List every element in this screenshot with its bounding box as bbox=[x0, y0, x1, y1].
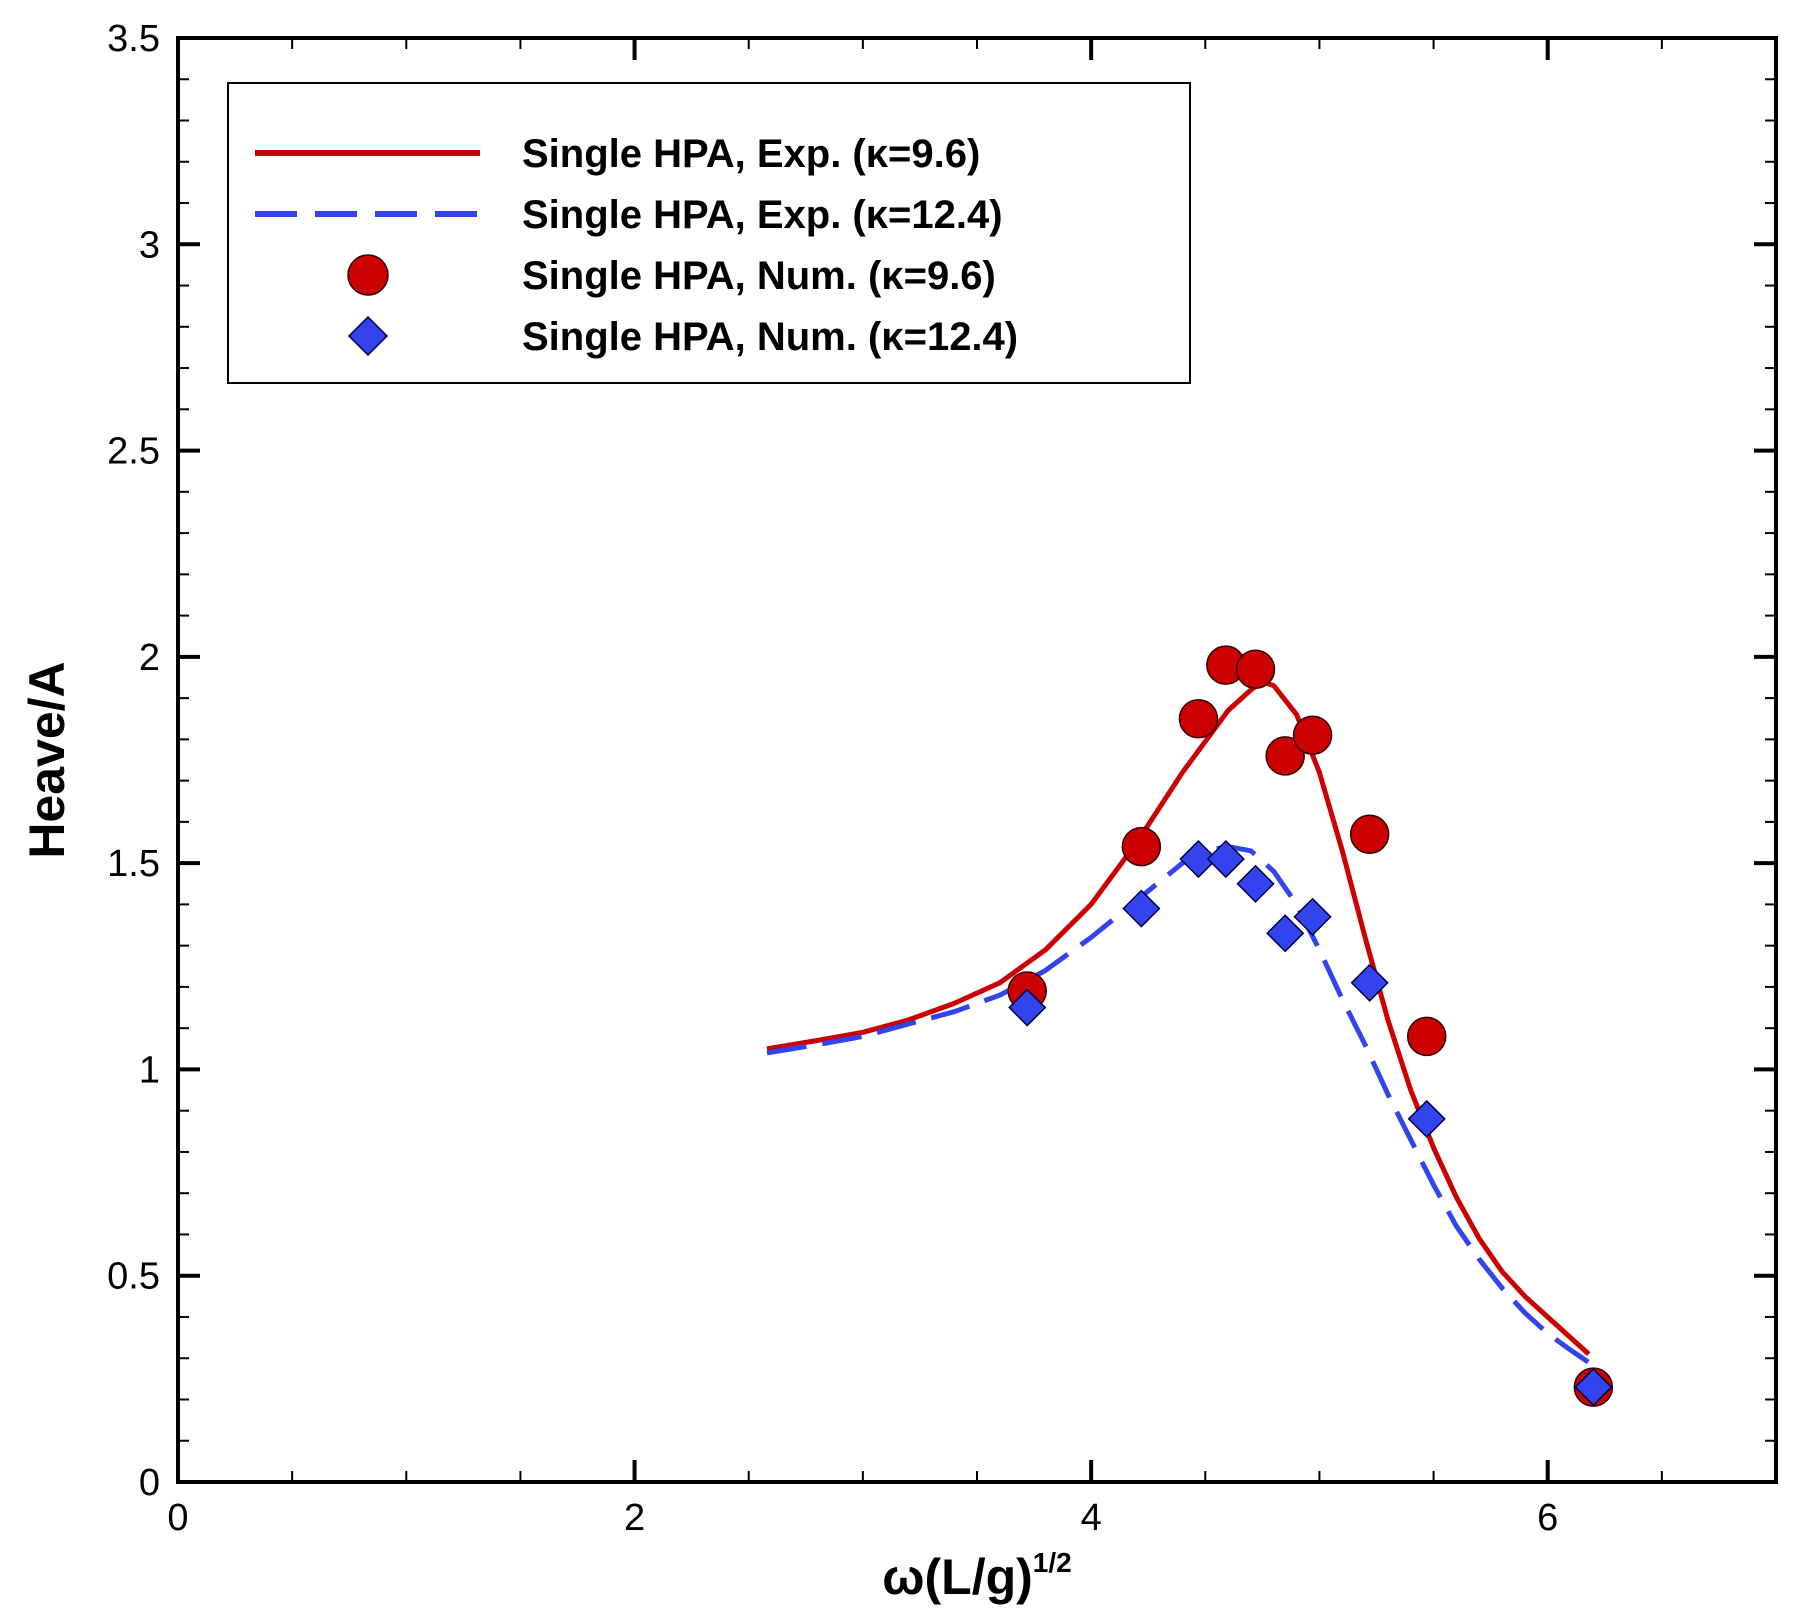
x-tick-label: 0 bbox=[167, 1497, 188, 1539]
series-layer bbox=[766, 645, 1614, 1407]
x-tick-label: 6 bbox=[1537, 1497, 1558, 1539]
num-kappa-12-4-point bbox=[1236, 864, 1275, 903]
num-kappa-12-4-point bbox=[1266, 914, 1305, 953]
plot-frame bbox=[176, 36, 1778, 1484]
num-kappa-9-6-point bbox=[1406, 1016, 1447, 1057]
num-kappa-9-6-point bbox=[1121, 826, 1162, 867]
num-kappa-9-6-point bbox=[1292, 715, 1333, 755]
x-tick-label: 4 bbox=[1081, 1497, 1102, 1539]
y-tick-label: 2.5 bbox=[107, 431, 160, 473]
num-kappa-12-4-point bbox=[1574, 1368, 1613, 1407]
legend: Single HPA, Exp. (κ=9.6) Single HPA, Exp… bbox=[227, 82, 1191, 384]
x-tick-label: 2 bbox=[624, 1497, 645, 1539]
y-tick-label: 0 bbox=[139, 1462, 160, 1504]
y-tick-label: 2 bbox=[139, 637, 160, 679]
y-tick-label: 3 bbox=[139, 224, 160, 266]
legend-swatch-num-kappa-9-6 bbox=[347, 254, 389, 296]
num-kappa-12-4-point bbox=[1122, 889, 1161, 928]
y-tick-label: 0.5 bbox=[107, 1256, 160, 1298]
legend-label-num-kappa-12-4: Single HPA, Num. (κ=12.4) bbox=[522, 315, 1018, 359]
exp-kappa-12-4-line bbox=[766, 844, 1591, 1365]
legend-label-exp-kappa-9-6: Single HPA, Exp. (κ=9.6) bbox=[522, 132, 980, 176]
x-axis-title-main: ω(L/g) bbox=[882, 1549, 1033, 1605]
x-axis-title: ω(L/g)1/2 bbox=[882, 1547, 1071, 1605]
exp-kappa-9-6-line bbox=[766, 679, 1591, 1356]
legend-box bbox=[227, 82, 1191, 384]
num-kappa-12-4-point bbox=[1407, 1099, 1446, 1138]
num-kappa-9-6-point bbox=[1235, 649, 1276, 689]
num-kappa-9-6-point bbox=[1265, 736, 1305, 776]
y-tick-label: 1 bbox=[139, 1049, 160, 1091]
num-kappa-12-4-point bbox=[1350, 963, 1389, 1002]
num-kappa-9-6-point bbox=[1178, 698, 1219, 739]
y-tick-label: 1.5 bbox=[107, 843, 160, 885]
legend-label-exp-kappa-12-4: Single HPA, Exp. (κ=12.4) bbox=[522, 193, 1003, 237]
y-tick-label: 3.5 bbox=[107, 18, 160, 60]
num-kappa-12-4-point bbox=[1293, 897, 1332, 936]
x-axis-title-superscript: 1/2 bbox=[1033, 1547, 1072, 1578]
legend-label-num-kappa-9-6: Single HPA, Num. (κ=9.6) bbox=[522, 254, 996, 298]
num-kappa-12-4-point bbox=[1206, 839, 1245, 879]
num-kappa-12-4-point bbox=[1179, 839, 1218, 879]
y-axis-title: Heave/A bbox=[19, 661, 75, 858]
num-kappa-12-4-point bbox=[1008, 988, 1047, 1027]
tick-labels: 0 2 4 6 0 0.5 1 1.5 2 2.5 3 3.5 bbox=[107, 18, 1558, 1539]
legend-swatch-num-kappa-12-4 bbox=[347, 315, 389, 357]
num-kappa-9-6-point bbox=[1349, 814, 1390, 855]
